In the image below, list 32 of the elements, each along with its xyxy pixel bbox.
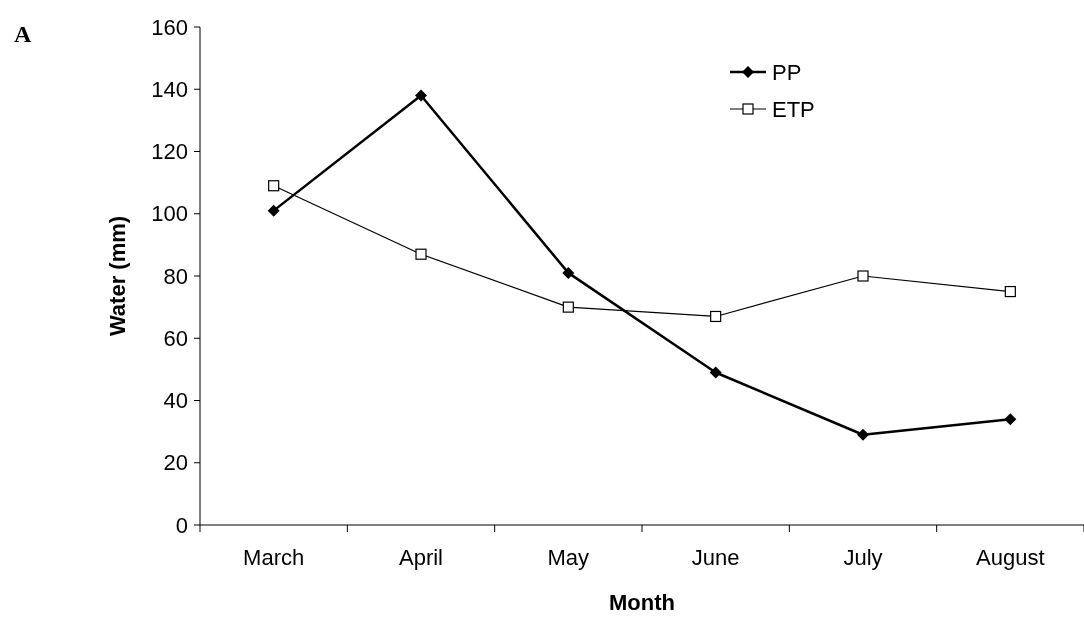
y-tick-label: 120 — [151, 139, 188, 165]
x-axis-title: Month — [609, 590, 675, 615]
point — [268, 180, 280, 192]
point — [857, 428, 869, 441]
point — [857, 270, 869, 282]
point — [1004, 413, 1017, 426]
x-tick-label: July — [843, 545, 883, 570]
x-tick-label: May — [547, 545, 590, 570]
x-tick-label: August — [976, 545, 1045, 570]
x-tick-label: March — [243, 545, 305, 570]
x-tick-label: June — [691, 545, 740, 570]
y-axis-title: Water (mm) — [105, 215, 130, 337]
point — [415, 89, 427, 102]
y-tick-label: 20 — [163, 450, 188, 476]
y-tick-label: 0 — [175, 512, 188, 538]
point — [710, 310, 722, 323]
point — [1004, 285, 1016, 298]
point — [562, 301, 574, 313]
point — [709, 366, 722, 379]
y-tick-label: 60 — [163, 325, 188, 351]
legend-label: ETP — [772, 96, 815, 122]
y-tick-label: 160 — [151, 14, 188, 40]
y-tick-label: 40 — [163, 388, 188, 414]
x-tick-label: April — [398, 545, 444, 570]
point — [415, 248, 427, 260]
y-tick-label: 80 — [163, 263, 188, 289]
point — [562, 266, 575, 279]
y-tick-label: 100 — [151, 201, 188, 227]
legend-label: PP — [772, 59, 802, 85]
text: A — [14, 21, 32, 47]
y-tick-label: 140 — [151, 76, 188, 102]
point — [267, 204, 280, 217]
